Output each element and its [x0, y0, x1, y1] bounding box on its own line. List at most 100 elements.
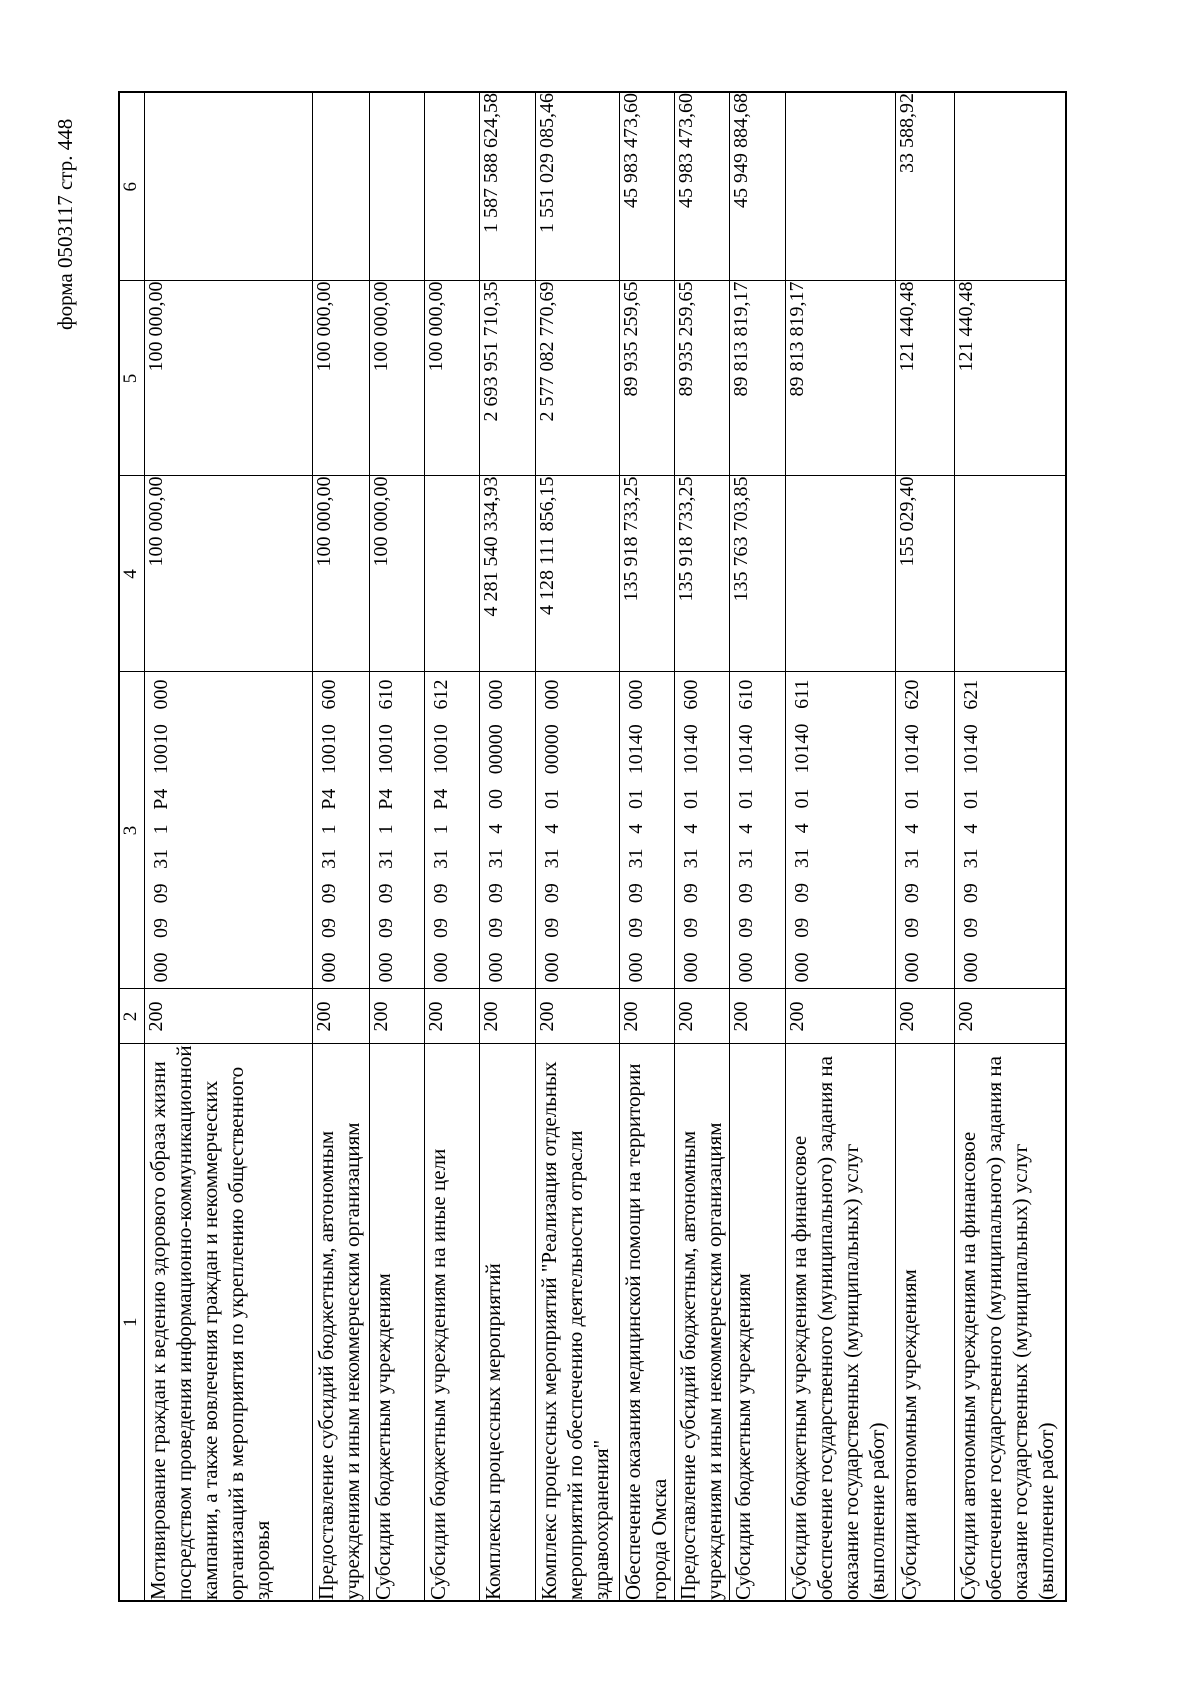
- expense-name-cell: Комплекс процессных мероприятий "Реализа…: [535, 1044, 620, 1601]
- code-segment: 00000: [485, 724, 507, 775]
- code-segment: 4: [625, 823, 647, 834]
- amount-cell-col5: 100 000,00: [312, 281, 370, 476]
- expense-name-cell: Обеспечение оказания медицинской помощи …: [619, 1044, 675, 1601]
- code-segment: Р4: [375, 788, 397, 810]
- column-number-header: 3: [119, 672, 145, 989]
- budget-classification-code: 000 09 09 31 4 01 10140 620: [896, 673, 923, 989]
- section-code-cell: 200: [369, 989, 425, 1044]
- code-segment: 09: [901, 883, 923, 904]
- code-segment: Р4: [318, 788, 340, 810]
- code-segment: 09: [375, 917, 397, 938]
- code-segment: 09: [791, 917, 813, 938]
- table-row: Комплекс процессных мероприятий "Реализа…: [535, 92, 620, 1601]
- budget-classification-code-cell: 000 09 09 31 4 01 10140 620: [895, 672, 955, 989]
- code-segment: 1: [375, 824, 397, 835]
- column-number-header: 1: [119, 1044, 145, 1601]
- code-segment: 09: [960, 883, 982, 904]
- code-segment: 31: [901, 848, 923, 869]
- expense-name-cell: Субсидии автономным учреждениям на финан…: [954, 1044, 1066, 1601]
- table-row: Субсидии бюджетным учреждениям 200 000 09 09…: [729, 92, 786, 1601]
- expense-name-cell: Предоставление субсидий бюджетным, автон…: [674, 1044, 730, 1601]
- code-segment: 09: [541, 917, 563, 938]
- amount-cell-col4: 135 918 733,25: [674, 476, 730, 672]
- section-code-cell: 200: [674, 989, 730, 1044]
- code-segment: 01: [625, 788, 647, 809]
- amount-cell-col5: 89 813 819,17: [785, 281, 896, 476]
- amount-cell-col6: [424, 92, 480, 281]
- code-segment: 4: [735, 823, 757, 834]
- budget-classification-code: 000 09 09 31 1 Р4 10010 610: [370, 673, 397, 989]
- code-segment: 31: [375, 848, 397, 869]
- table-row: Субсидии бюджетным учреждениям на иные ц…: [424, 92, 480, 1601]
- code-segment: Р4: [150, 788, 172, 810]
- code-segment: 09: [735, 883, 757, 904]
- budget-classification-code: 000 09 09 31 4 00 00000 000: [480, 673, 507, 989]
- amount-cell-col6: 1 551 029 085,46: [535, 92, 620, 281]
- budget-classification-code: 000 09 09 31 4 01 10140 621: [955, 673, 982, 989]
- code-segment: 600: [680, 679, 702, 710]
- code-segment: 31: [735, 848, 757, 869]
- amount-cell-col6: 45 983 473,60: [619, 92, 675, 281]
- budget-classification-code-cell: 000 09 09 31 4 01 10140 600: [674, 672, 730, 989]
- amount-cell-col5: 121 440,48: [954, 281, 1066, 476]
- table-row: Предоставление субсидий бюджетным, автон…: [674, 92, 730, 1601]
- section-code-cell: 200: [729, 989, 786, 1044]
- code-segment: 10010: [430, 724, 452, 775]
- code-segment: 10010: [150, 724, 172, 775]
- code-segment: 000: [430, 952, 452, 983]
- amount-cell-col6: [144, 92, 313, 281]
- code-segment: 31: [485, 848, 507, 869]
- code-segment: 000: [735, 952, 757, 983]
- code-segment: 09: [791, 882, 813, 903]
- code-segment: 09: [485, 883, 507, 904]
- code-segment: 10140: [625, 724, 647, 775]
- code-segment: 10010: [375, 724, 397, 775]
- amount-cell-col4: 100 000,00: [312, 476, 370, 672]
- budget-classification-code: 000 09 09 31 4 01 10140 610: [730, 673, 757, 989]
- table-row: Субсидии бюджетным учреждениям на финанс…: [785, 92, 896, 1601]
- expense-name-cell: Комплексы процессных мероприятий: [479, 1044, 536, 1601]
- code-segment: 01: [735, 788, 757, 809]
- amount-cell-col4: 135 918 733,25: [619, 476, 675, 672]
- budget-classification-code: 000 09 09 31 4 01 10140 600: [675, 673, 702, 989]
- code-segment: 09: [430, 883, 452, 904]
- code-segment: 09: [625, 917, 647, 938]
- code-segment: 610: [735, 679, 757, 710]
- code-segment: 610: [375, 679, 397, 710]
- code-segment: 000: [375, 952, 397, 983]
- section-code-cell: 200: [895, 989, 955, 1044]
- code-segment: 000: [541, 952, 563, 983]
- expense-name-cell: Субсидии автономным учреждениям: [895, 1044, 955, 1601]
- code-segment: 31: [960, 848, 982, 869]
- code-segment: 10140: [901, 724, 923, 775]
- amount-cell-col6: [312, 92, 370, 281]
- code-segment: 01: [791, 788, 813, 809]
- column-number-header: 5: [119, 281, 145, 476]
- budget-classification-code-cell: 000 09 09 31 4 01 10140 611: [785, 672, 896, 989]
- code-segment: 000: [150, 952, 172, 983]
- code-segment: 000: [541, 679, 563, 710]
- form-number-label: форма 0503117 стр. 448: [53, 118, 77, 330]
- code-segment: 621: [960, 679, 982, 710]
- code-segment: 10140: [680, 724, 702, 775]
- code-segment: 000: [625, 679, 647, 710]
- code-segment: 4: [901, 823, 923, 834]
- code-segment: 612: [430, 679, 452, 710]
- amount-cell-col5: 2 693 951 710,35: [479, 281, 536, 476]
- budget-classification-code-cell: 000 09 09 31 4 00 00000 000: [479, 672, 536, 989]
- budget-classification-code: 000 09 09 31 4 01 00000 000: [536, 673, 563, 989]
- expense-name-cell: Предоставление субсидий бюджетным, автон…: [312, 1044, 370, 1601]
- code-segment: 000: [680, 952, 702, 983]
- amount-cell-col4: 4 281 540 334,93: [479, 476, 536, 672]
- column-number-header: 6: [119, 92, 145, 281]
- code-segment: 00000: [541, 724, 563, 775]
- budget-classification-code-cell: 000 09 09 31 1 Р4 10010 612: [424, 672, 480, 989]
- code-segment: 000: [960, 952, 982, 983]
- amount-cell-col4: 100 000,00: [369, 476, 425, 672]
- budget-classification-code: 000 09 09 31 4 01 10140 000: [620, 673, 647, 989]
- table-row: Комплексы процессных мероприятий 200 000 09…: [479, 92, 536, 1601]
- code-segment: 4: [680, 823, 702, 834]
- code-segment: 01: [680, 788, 702, 809]
- code-segment: 600: [318, 679, 340, 710]
